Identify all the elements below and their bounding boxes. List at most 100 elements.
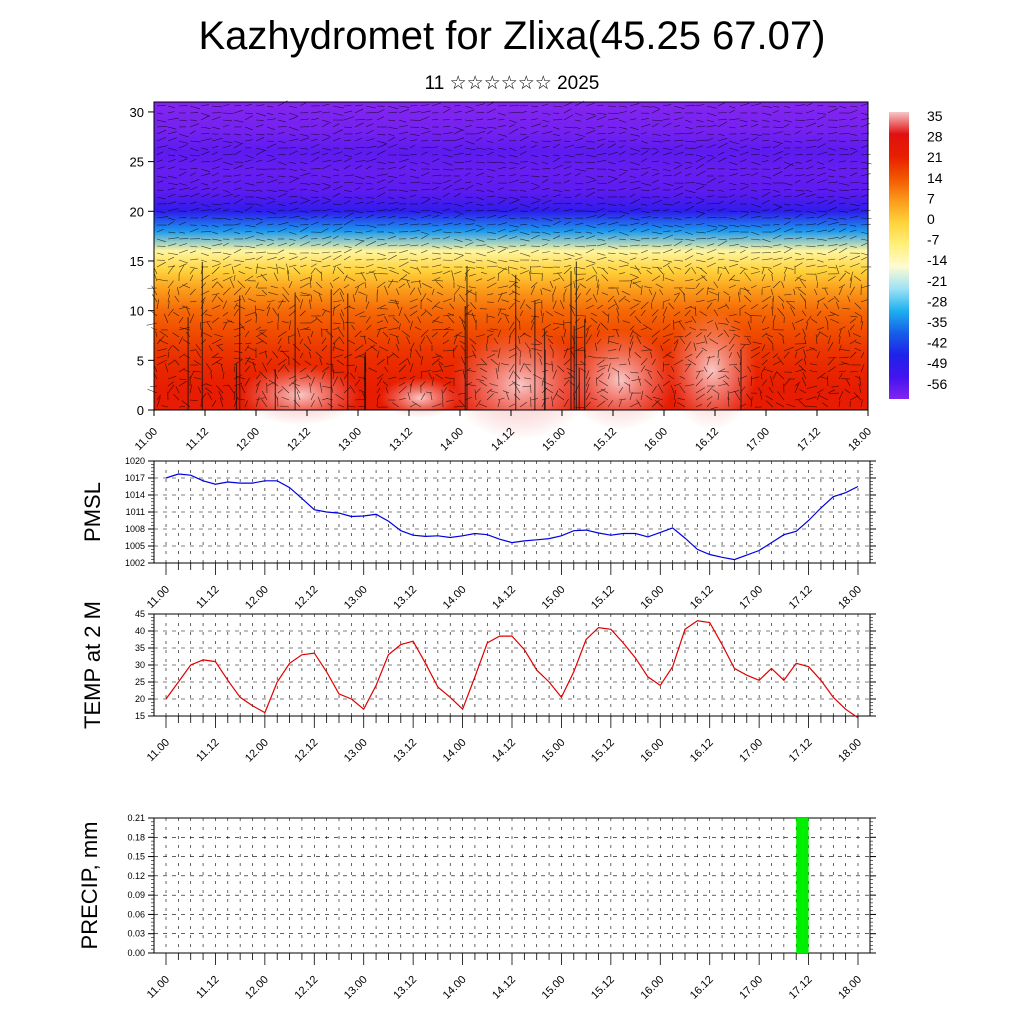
x-tick-label: 14.00: [441, 737, 469, 765]
page-subtitle: 11 ☆☆☆☆☆☆ 2025: [424, 73, 600, 94]
y-tick-label: 5: [137, 353, 144, 368]
y-tick-label: 30: [135, 660, 145, 670]
y-tick-label: 0.03: [127, 929, 145, 939]
temp-2m-axis-title: TEMP at 2 M: [80, 601, 105, 729]
x-tick-label: 11.00: [145, 584, 172, 611]
wind-barbs: [146, 100, 872, 410]
warm-anomaly: [667, 310, 757, 430]
y-tick-label: 1020: [125, 456, 145, 466]
x-tick-label: 16.00: [638, 737, 666, 765]
y-tick-label: 15: [135, 711, 145, 721]
x-tick-label: 18.00: [836, 737, 864, 765]
x-tick-label: 13.12: [387, 426, 415, 454]
x-tick-label: 13.12: [391, 737, 419, 765]
x-tick-label: 13.12: [391, 974, 419, 1002]
colorbar-label: -42: [927, 335, 947, 351]
y-tick-label: 1008: [125, 524, 145, 534]
x-tick-label: 14.00: [438, 426, 466, 454]
y-tick-label: 40: [135, 626, 145, 636]
colorbar-label: 14: [927, 170, 943, 186]
x-tick-label: 15.12: [589, 974, 617, 1002]
x-tick-label: 18.00: [846, 426, 874, 454]
x-tick-label: 17.12: [795, 426, 823, 454]
precip-frame: [153, 817, 871, 954]
x-tick-label: 16.00: [642, 426, 670, 454]
y-tick-label: 35: [135, 643, 145, 653]
x-tick-label: 12.00: [234, 426, 262, 454]
y-tick-label: 1002: [125, 558, 145, 568]
y-tick-label: 25: [135, 677, 145, 687]
x-tick-label: 12.12: [285, 426, 313, 454]
y-tick-label: 0.09: [127, 890, 145, 900]
x-tick-label: 18.00: [836, 974, 864, 1002]
x-tick-label: 13.00: [342, 737, 370, 765]
y-tick-label: 0.15: [127, 852, 145, 862]
x-tick-label: 11.12: [184, 426, 211, 453]
y-tick-label: 25: [130, 155, 144, 170]
x-tick-label: 12.12: [292, 737, 320, 765]
precip-panel: 0.00 0.03 0.06 0.09 0.12 0.15 0.18 0.21 11.00 11.…: [77, 813, 876, 1002]
pmsl-panel: 1002 1005 1008 1011 1014 1017 1020 11.00 11.12 12…: [80, 456, 876, 612]
x-tick-label: 12.00: [243, 584, 271, 612]
y-tick-label: 0: [137, 403, 144, 418]
colorbar-label: 28: [927, 129, 943, 145]
colorbar-label: -49: [927, 355, 947, 371]
y-tick-label: 20: [135, 694, 145, 704]
colorbar: [889, 112, 909, 399]
colorbar-label: -7: [927, 232, 940, 248]
x-tick-label: 14.00: [441, 584, 469, 612]
colorbar-label: 7: [927, 190, 935, 206]
y-tick-label: 20: [130, 204, 144, 219]
pmsl-axis-title: PMSL: [80, 482, 105, 542]
x-tick-label: 13.00: [342, 974, 370, 1002]
y-tick-label: 1017: [125, 473, 145, 483]
x-tick-label: 17.00: [737, 974, 765, 1002]
x-tick-label: 17.12: [787, 974, 815, 1002]
precip-bar: [796, 818, 809, 953]
x-tick-label: 17.00: [737, 584, 765, 612]
x-tick-label: 16.12: [688, 974, 716, 1002]
temp-2m-frame: [153, 613, 871, 717]
x-tick-label: 15.12: [589, 737, 617, 765]
x-tick-label: 15.12: [589, 584, 617, 612]
x-tick-label: 12.00: [243, 974, 271, 1002]
x-tick-label: 11.12: [194, 974, 221, 1001]
x-tick-label: 14.12: [490, 584, 518, 612]
temp-2m-panel: 15 20 25 30 35 40 45 11.00 11.12 12.00 12.12 13.00 1…: [80, 601, 876, 765]
y-tick-label: 1011: [126, 507, 145, 517]
y-tick-label: 0.06: [127, 909, 145, 919]
x-tick-label: 17.12: [787, 584, 815, 612]
x-tick-label: 16.12: [688, 737, 716, 765]
x-tick-label: 11.00: [145, 737, 172, 764]
x-tick-label: 13.00: [336, 426, 364, 454]
colorbar-label: -21: [927, 273, 947, 289]
colorbar-label: 0: [927, 211, 935, 227]
warm-anomaly: [240, 365, 360, 425]
x-tick-label: 16.12: [688, 584, 716, 612]
x-tick-label: 17.12: [787, 737, 815, 765]
x-tick-label: 18.00: [836, 584, 864, 612]
x-tick-label: 16.00: [638, 974, 666, 1002]
x-tick-label: 14.12: [490, 737, 518, 765]
colorbar-label: -35: [927, 314, 947, 330]
x-tick-label: 14.00: [441, 974, 469, 1002]
y-tick-label: 0.21: [127, 813, 145, 823]
x-tick-label: 15.00: [540, 584, 568, 612]
y-tick-label: 0.00: [127, 948, 145, 958]
y-tick-label: 30: [130, 105, 144, 120]
colorbar-label: -14: [927, 252, 947, 268]
x-tick-label: 11.00: [133, 426, 160, 453]
x-tick-label: 11.12: [194, 584, 221, 611]
colorbar-label: -28: [927, 293, 947, 309]
colorbar-label: 35: [927, 108, 943, 124]
x-tick-label: 17.00: [744, 426, 772, 454]
x-tick-label: 14.12: [490, 974, 518, 1002]
y-tick-label: 1005: [125, 541, 145, 551]
x-tick-label: 15.00: [540, 974, 568, 1002]
y-tick-label: 0.18: [127, 832, 145, 842]
y-tick-label: 45: [135, 609, 145, 619]
y-tick-label: 10: [130, 304, 144, 319]
x-tick-label: 16.12: [693, 426, 721, 454]
y-tick-label: 15: [130, 254, 144, 269]
